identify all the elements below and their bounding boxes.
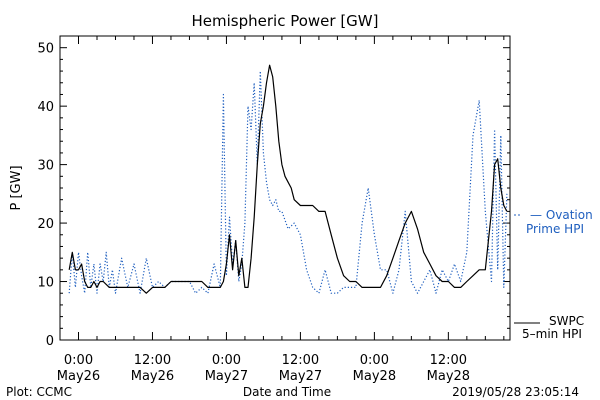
y-axis: 0 10 20 30 40 50: [37, 42, 510, 349]
x-tick-time-label: 12:00: [134, 353, 171, 368]
series-layer: [68, 64, 508, 294]
y-tick-label: 50: [37, 42, 54, 57]
legend-swpc-line2: 5–min HPI: [522, 327, 582, 341]
x-tick-date-label: May28: [427, 369, 470, 384]
x-axis-label: Date and Time: [243, 385, 331, 399]
x-axis: 0:00May2612:00May260:00May2712:00May270:…: [57, 36, 505, 384]
footer-timestamp: 2019/05/28 23:05:14: [452, 385, 579, 399]
x-tick-time-label: 12:00: [282, 353, 319, 368]
footer-plot-credit: Plot: CCMC: [6, 385, 72, 399]
y-tick-label: 0: [46, 334, 54, 349]
y-tick-label: 10: [37, 276, 54, 291]
y-tick-label: 20: [37, 217, 54, 232]
x-tick-time-label: 0:00: [212, 353, 241, 368]
x-tick-time-label: 0:00: [64, 353, 93, 368]
x-tick-date-label: May28: [353, 369, 396, 384]
x-tick-date-label: May27: [279, 369, 322, 384]
series-line-swpc-5-min-hpi: [68, 64, 508, 294]
chart-title: Hemispheric Power [GW]: [192, 12, 379, 30]
x-tick-date-label: May27: [205, 369, 248, 384]
x-tick-date-label: May26: [131, 369, 174, 384]
legend-swpc-line1: SWPC: [549, 314, 584, 328]
x-tick-time-label: 0:00: [360, 353, 389, 368]
x-tick-date-label: May26: [57, 369, 100, 384]
y-axis-label: P [GW]: [9, 165, 24, 210]
x-tick-time-label: 12:00: [430, 353, 467, 368]
legend-ovation-line1: — Ovation: [530, 208, 593, 222]
legend-ovation-line2: Prime HPI: [526, 222, 584, 236]
y-tick-label: 30: [37, 159, 54, 174]
y-tick-label: 40: [37, 100, 54, 115]
plot-frame: [59, 35, 511, 341]
